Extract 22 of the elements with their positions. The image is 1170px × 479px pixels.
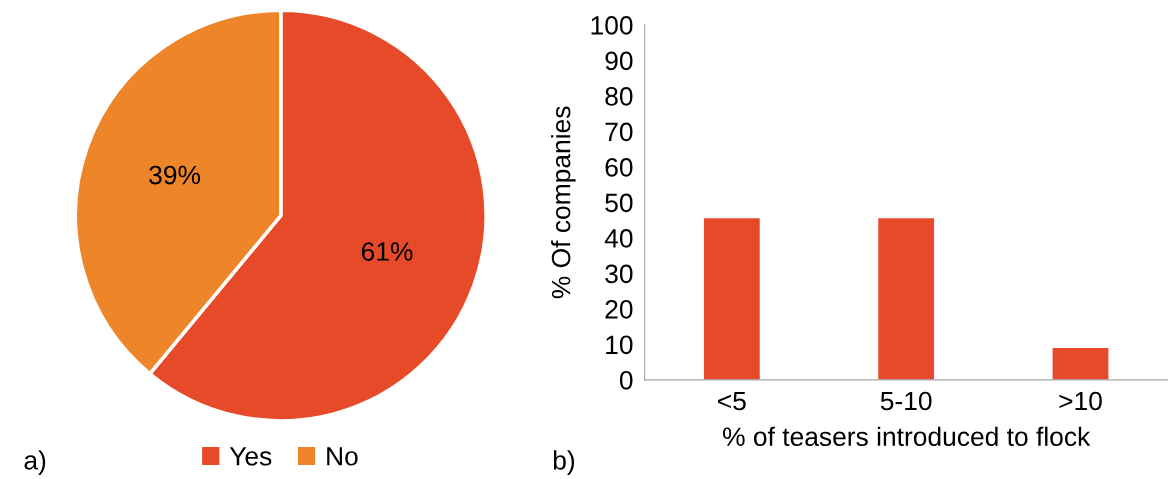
y-tick-label: 20 [605, 299, 633, 319]
y-tick-label: 100 [591, 16, 633, 35]
x-tick-label: <5 [718, 391, 746, 411]
y-tick-label: 90 [605, 51, 633, 71]
data-label: 61% [361, 242, 413, 261]
y-tick-label: 0 [619, 370, 633, 390]
y-tick-label: 10 [606, 335, 633, 355]
y-tick-label: 50 [605, 193, 633, 213]
y-tick-label: 60 [605, 158, 633, 177]
legend-label: No [327, 447, 358, 466]
data-label: 39% [149, 165, 201, 185]
y-tick-label: 40 [604, 229, 633, 248]
x-tick-label: >10 [1059, 391, 1102, 411]
y-tick-label: 70 [605, 122, 633, 142]
legend-label: Yes [229, 447, 272, 466]
text: b) [553, 450, 575, 475]
y-axis-title: % Of companies [551, 106, 576, 299]
y-tick-label: 80 [605, 87, 633, 106]
y-tick-label: 30 [605, 264, 633, 284]
text: a) [24, 450, 46, 475]
x-axis-title: % of teasers introduced to flock [723, 426, 1091, 447]
x-tick-label: 5-10 [880, 391, 932, 411]
